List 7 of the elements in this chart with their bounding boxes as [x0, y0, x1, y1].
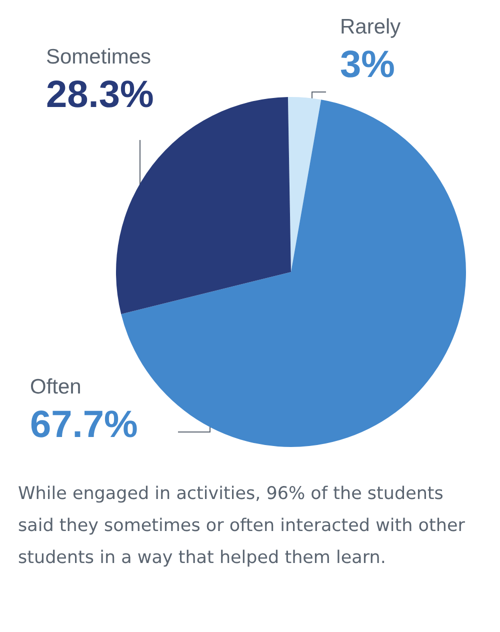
data-label: 3%	[340, 44, 395, 86]
slice-label: Rarely	[340, 16, 402, 38]
slice-label: Often	[30, 376, 82, 398]
text: While engaged in activities, 96% of the students said they sometimes or often interacted with other students in a way that helped them learn.	[18, 483, 466, 570]
data-label: 28.3%	[46, 74, 154, 116]
slice-label: Sometimes	[46, 46, 152, 68]
data-label: 67.7%	[30, 404, 138, 446]
